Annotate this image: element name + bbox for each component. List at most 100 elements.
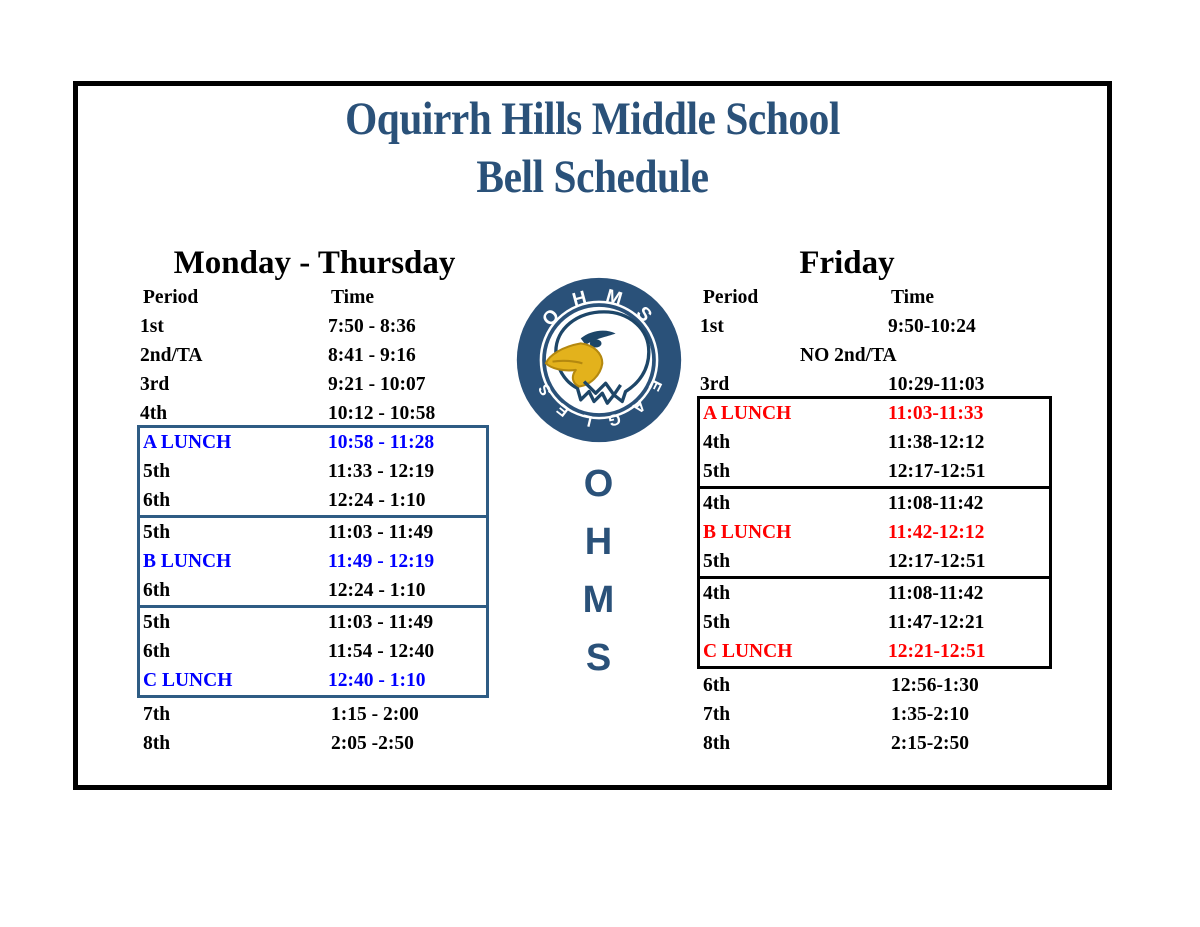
time-value: 11:54 - 12:40 — [328, 641, 435, 662]
period-label: A LUNCH — [143, 432, 232, 453]
period-label: 4th — [703, 493, 731, 514]
schedule-row: 1st 7:50 - 8:36 — [140, 312, 492, 341]
time-value: Time — [331, 287, 374, 308]
schedule-row: 8th 2:05 -2:50 — [143, 729, 492, 758]
schedule-row: 2nd/TA 8:41 - 9:16 — [140, 341, 492, 370]
ohms-eagles-logo: O H M S E A G L E S — [516, 277, 682, 443]
monday-thursday-rows: Period Time 1st 7:50 - 8:36 2nd/TA 8:41 - 9:1… — [137, 283, 492, 758]
period-label: 5th — [143, 612, 171, 633]
period-label: 1st — [140, 316, 164, 337]
schedule-row: 6th 12:56-1:30 — [703, 671, 1055, 700]
period-label: B LUNCH — [143, 551, 232, 572]
time-value: Time — [891, 287, 934, 308]
time-value: 12:24 - 1:10 — [328, 580, 426, 601]
period-label: 5th — [703, 612, 731, 633]
period-label: 1st — [700, 316, 724, 337]
time-value: 1:35-2:10 — [891, 704, 969, 725]
post-lunch-rows: 6th 12:56-1:30 7th 1:35-2:10 8th 2:15-2:50 — [697, 669, 1055, 758]
period-label: 6th — [143, 641, 171, 662]
b-lunch-box: 5th 11:03 - 11:49 B LUNCH 11:49 - 12:19 6th 1… — [137, 515, 489, 608]
period-label: 2nd/TA — [140, 345, 203, 366]
time-value: 12:21-12:51 — [888, 641, 986, 662]
time-value: 12:17-12:51 — [888, 551, 986, 572]
schedule-row: 6th 11:54 - 12:40 — [143, 637, 486, 666]
time-value: 1:15 - 2:00 — [331, 704, 419, 725]
vertical-acronym: O H M S — [516, 455, 682, 687]
lunch-row: B LUNCH 11:49 - 12:19 — [143, 547, 486, 576]
schedule-row: 6th 12:24 - 1:10 — [143, 576, 486, 605]
schedule-row: 5th 11:47-12:21 — [703, 608, 1049, 637]
time-value: 2:05 -2:50 — [331, 733, 414, 754]
schedule-row: 5th 12:17-12:51 — [703, 457, 1049, 486]
time-value: 11:03 - 11:49 — [328, 612, 434, 633]
schedule-row: 5th 11:33 - 12:19 — [143, 457, 486, 486]
time-value: 10:58 - 11:28 — [328, 432, 435, 453]
period-label: 4th — [703, 583, 731, 604]
period-label: 6th — [703, 675, 731, 696]
time-value: 11:38-12:12 — [888, 432, 985, 453]
schedule-row: 7th 1:35-2:10 — [703, 700, 1055, 729]
time-value: 10:12 - 10:58 — [328, 403, 436, 424]
period-label: 3rd — [700, 374, 730, 395]
lunch-row: C LUNCH 12:40 - 1:10 — [143, 666, 486, 695]
period-label: 5th — [703, 461, 731, 482]
time-value: 9:50-10:24 — [888, 316, 976, 337]
period-label: 5th — [143, 522, 171, 543]
time-value: 11:08-11:42 — [888, 493, 984, 514]
schedule-row: 4th 11:38-12:12 — [703, 428, 1049, 457]
lunch-row: A LUNCH 11:03-11:33 — [703, 399, 1049, 428]
schedule-row: 6th 12:24 - 1:10 — [143, 486, 486, 515]
friday-rows: Period Time 1st 9:50-10:24 NO 2nd/TA 3rd 10:29… — [697, 283, 1055, 758]
column-header-row: Period Time — [143, 283, 492, 312]
time-value: 7:50 - 8:36 — [328, 316, 416, 337]
friday-heading: Friday — [799, 245, 895, 281]
time-value: 12:17-12:51 — [888, 461, 986, 482]
period-label: 5th — [703, 551, 731, 572]
schedule-row: 1st 9:50-10:24 — [700, 312, 1055, 341]
time-value: 11:42-12:12 — [888, 522, 985, 543]
page-title-line-2: Bell Schedule — [476, 151, 709, 203]
period-label: 6th — [143, 580, 171, 601]
acronym-letter-s: S — [585, 637, 613, 679]
monday-thursday-column: Monday - Thursday Period Time 1st 7:50 - 8:… — [137, 243, 492, 758]
acronym-letter-o: O — [583, 463, 615, 505]
a-lunch-box: A LUNCH 10:58 - 11:28 5th 11:33 - 12:19 6th 1… — [137, 425, 489, 518]
time-value: 8:41 - 9:16 — [328, 345, 416, 366]
schedule-row: 4th 11:08-11:42 — [703, 489, 1049, 518]
period-label: B LUNCH — [703, 522, 792, 543]
period-label: 4th — [703, 432, 731, 453]
time-value: 9:21 - 10:07 — [328, 374, 426, 395]
acronym-letter-h: H — [584, 521, 614, 563]
period-label: 6th — [143, 490, 171, 511]
eagle-head-icon: O H M S E A G L E S — [516, 277, 682, 443]
friday-column: Friday Period Time 1st 9:50-10:24 NO 2nd/TA 3… — [697, 243, 1055, 758]
time-value: 11:08-11:42 — [888, 583, 984, 604]
time-value: 10:29-11:03 — [888, 374, 985, 395]
acronym-letter-m: M — [582, 579, 616, 621]
c-lunch-box: 4th 11:08-11:42 5th 11:47-12:21 C LUNCH 12:21… — [697, 576, 1052, 669]
time-value: 12:24 - 1:10 — [328, 490, 426, 511]
period-label: 7th — [143, 704, 171, 725]
lunch-row: C LUNCH 12:21-12:51 — [703, 637, 1049, 666]
period-label: 7th — [703, 704, 731, 725]
period-label: 8th — [703, 733, 731, 754]
pre-lunch-rows: 1st 9:50-10:24 NO 2nd/TA 3rd 10:29-11:03 — [697, 312, 1055, 399]
time-value: 2:15-2:50 — [891, 733, 969, 754]
schedule-row: 4th 10:12 - 10:58 — [140, 399, 492, 428]
period-label: 8th — [143, 733, 171, 754]
period-label: Period — [703, 287, 759, 308]
time-value: 11:47-12:21 — [888, 612, 985, 633]
period-label: Period — [143, 287, 199, 308]
period-label: 5th — [143, 461, 171, 482]
period-label: C LUNCH — [703, 641, 793, 662]
schedule-row: 5th 11:03 - 11:49 — [143, 518, 486, 547]
time-value: 12:40 - 1:10 — [328, 670, 426, 691]
schedule-row: 4th 11:08-11:42 — [703, 579, 1049, 608]
header-group: Period Time — [137, 283, 492, 312]
schedule-row: 3rd 9:21 - 10:07 — [140, 370, 492, 399]
page-title-line-1: Oquirrh Hills Middle School — [345, 93, 840, 145]
c-lunch-box: 5th 11:03 - 11:49 6th 11:54 - 12:40 C LUNCH 1… — [137, 605, 489, 698]
time-value: 11:03-11:33 — [888, 403, 984, 424]
period-label: A LUNCH — [703, 403, 792, 424]
